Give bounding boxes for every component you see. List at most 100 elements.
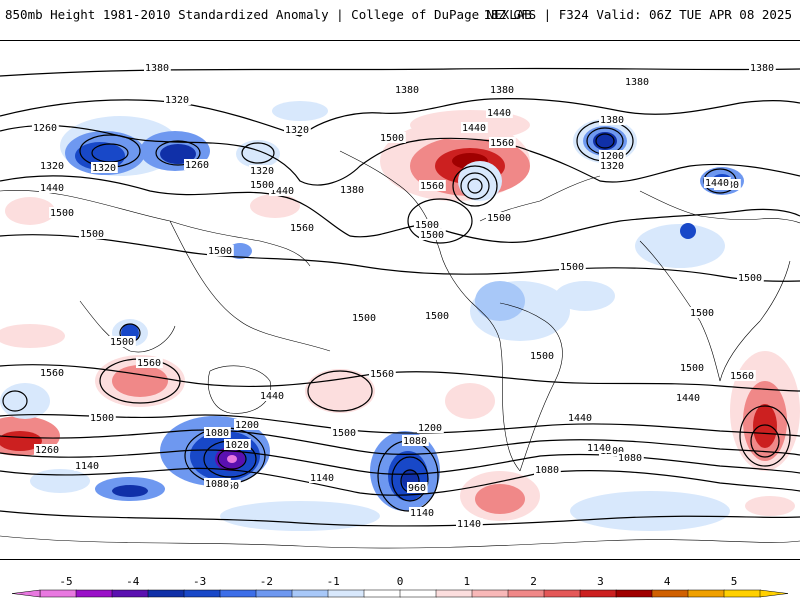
contour-label: 1440 — [487, 108, 511, 119]
contour-label-bg — [737, 272, 764, 283]
contour-label-bg — [34, 444, 61, 455]
contour-label: 1140 — [587, 443, 611, 454]
contour-label-bg — [749, 62, 776, 73]
contour-label-bg — [269, 185, 296, 196]
legend-swatch — [579, 589, 617, 598]
contour-label: 1380 — [625, 77, 649, 88]
anomaly-negative-africa — [635, 224, 725, 268]
contour-label-bg — [164, 94, 191, 105]
contour-label: 1560 — [420, 181, 444, 192]
legend-swatch — [111, 589, 149, 598]
contour-label: 1320 — [600, 161, 624, 172]
contour-low-satlantic — [750, 424, 780, 458]
contour-label-bg — [284, 124, 311, 135]
legend-arrow-min — [11, 589, 41, 598]
contour-label: 1320 — [285, 125, 309, 136]
coastline-samerica-west — [469, 300, 521, 472]
contour-low-siberia — [155, 140, 201, 166]
contour-label-bg — [461, 122, 488, 133]
contour-label-bg — [599, 160, 626, 171]
contour-label: 1020 — [225, 440, 249, 451]
contour-label-bg — [32, 122, 59, 133]
contour-label-bg — [617, 452, 644, 463]
contour-label-bg — [529, 350, 556, 361]
contour-label-bg — [417, 422, 444, 433]
contour-1380-south — [0, 429, 800, 456]
contour-label: 1080 — [403, 436, 427, 447]
legend-swatch — [651, 589, 689, 598]
contour-label: 1500 — [420, 230, 444, 241]
contour-label: 1500 — [352, 313, 376, 324]
legend-swatch — [255, 589, 293, 598]
contour-label: 1320 — [92, 163, 116, 174]
contour-label-bg — [204, 478, 231, 489]
contour-label: 1560 — [137, 358, 161, 369]
legend-tick-label: -2 — [260, 575, 273, 588]
legend-tick-label: 3 — [597, 575, 604, 588]
contour-label: 1080 — [618, 453, 642, 464]
contour-label: 1260 — [33, 123, 57, 134]
contour-label: 1500 — [738, 273, 762, 284]
contour-label: 1200 — [418, 423, 442, 434]
contour-1440-north — [0, 124, 800, 186]
contour-label-bg — [39, 367, 66, 378]
legend-swatch — [327, 589, 365, 598]
contour-label: 1440 — [260, 391, 284, 402]
contour-label: 1080 — [205, 428, 229, 439]
contour-label-bg — [379, 132, 406, 143]
legend-swatch — [399, 589, 437, 598]
contour-low-satlantic — [739, 405, 791, 467]
contour-high-spacific — [307, 370, 373, 412]
contour-label: 1500 — [487, 213, 511, 224]
legend-swatch — [615, 589, 653, 598]
contour-label-bg — [486, 107, 513, 118]
contour-label-bg — [675, 392, 702, 403]
contour-label-bg — [259, 390, 286, 401]
legend-swatch — [75, 589, 113, 598]
contour-label-bg — [309, 472, 336, 483]
contour-label: 1440 — [462, 123, 486, 134]
contour-low-southern — [2, 390, 28, 412]
contour-label-bg — [91, 162, 118, 173]
contour-label: 1500 — [680, 363, 704, 374]
contour-label-bg — [39, 160, 66, 171]
anomaly-negative-africa — [680, 223, 696, 239]
contour-label: 1500 — [80, 229, 104, 240]
contour-labels: 1380138013801380138013801380138013201320… — [32, 62, 776, 530]
coastline-india — [79, 300, 176, 353]
legend-tick-label: 2 — [530, 575, 537, 588]
contour-label-bg — [207, 245, 234, 256]
contour-label-bg — [534, 464, 561, 475]
coastline-australia — [207, 365, 272, 414]
contour-label: 1440 — [568, 413, 592, 424]
contour-label-bg — [351, 312, 378, 323]
contour-label-bg — [39, 182, 66, 193]
map-title: 850mb Height 1981-2010 Standardized Anom… — [5, 7, 532, 22]
contour-label-bg — [394, 84, 421, 95]
contour-label-bg — [184, 159, 211, 170]
contour-label: 1380 — [145, 63, 169, 74]
contour-label-bg — [49, 207, 76, 218]
contour-label-bg — [679, 362, 706, 373]
coastline-asia — [0, 190, 311, 267]
anomaly-positive-indian — [0, 324, 65, 348]
coastline-namerica-west — [339, 150, 471, 302]
model-run-info: 18Z GFS | F324 Valid: 06Z TUE APR 08 202… — [483, 7, 792, 22]
legend-swatch — [147, 589, 185, 598]
legend-swatch — [471, 589, 509, 598]
anomaly-negative-samerica — [475, 281, 525, 321]
contour-label-bg — [599, 114, 626, 125]
contour-label: 1140 — [457, 519, 481, 530]
anomaly-positive-satlantic — [753, 404, 777, 448]
contour-label-bg — [407, 482, 428, 493]
color-legend: -5 -4 -3 -2 -1 0 1 2 3 4 5 — [0, 568, 800, 600]
contour-label-bg — [234, 419, 261, 430]
legend-swatch — [723, 589, 761, 598]
legend-swatch — [291, 589, 329, 598]
contour-label-bg — [249, 165, 276, 176]
contour-label: 1140 — [75, 461, 99, 472]
contour-label: 1500 — [425, 311, 449, 322]
contour-label-bg — [456, 518, 483, 529]
contour-label-bg — [74, 460, 101, 471]
legend-tick-label: 1 — [463, 575, 470, 588]
